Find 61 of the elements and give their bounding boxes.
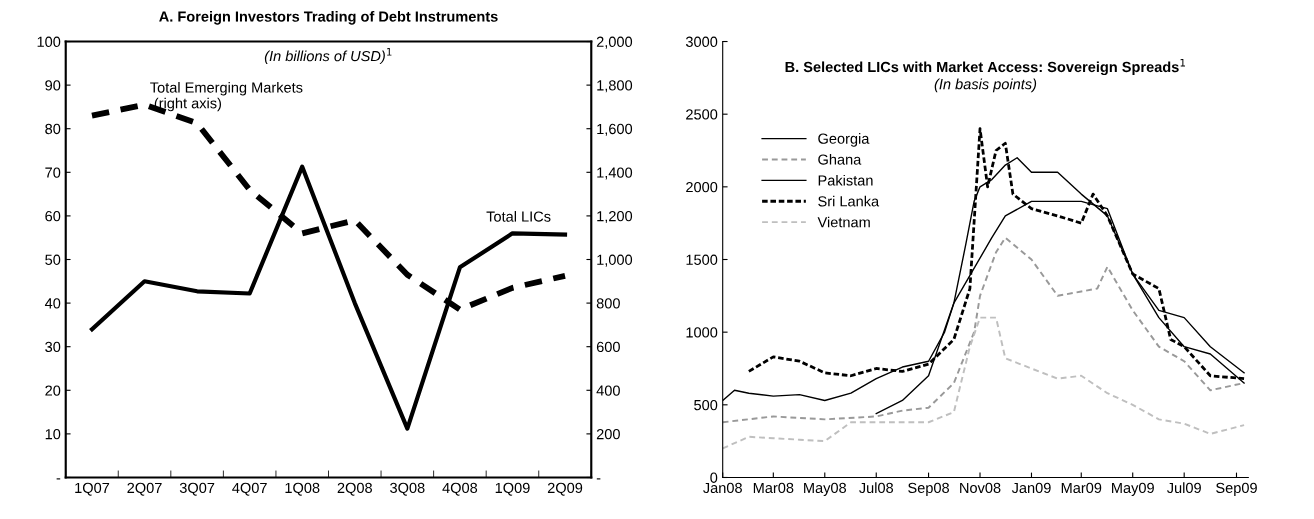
x-tick-label: 3Q07 [179,482,215,496]
y-tick-label: 1500 [686,254,718,265]
x-tick-label: Jul08 [859,482,894,494]
y-tick-label: 40 [44,298,61,309]
text: B. Selected LICs with Market Access: Sovereign Spreads$^{1}$ [785,58,1186,76]
line-series [722,316,1246,450]
x-tick-label: Nov08 [960,482,1001,494]
x-tick-label: Jan08 [703,482,742,494]
y2-tick-label: 1,800 [597,80,633,93]
y2-tick-label: 1,200 [597,211,633,224]
x-tick-label: 2Q07 [127,482,162,496]
y-tick-label: 80 [45,123,61,135]
y2-tick-label: 600 [596,341,620,353]
legend-label: Sri Lanka [818,195,880,207]
y2-tick-label: 1,000 [597,254,633,267]
y-tick-label: 60 [45,211,61,222]
x-tick-label: Mar08 [753,482,794,494]
x-tick-label: May08 [804,482,847,496]
x-tick-label: Mar09 [1061,482,1102,494]
y2-tick-label: 2,000 [596,36,633,49]
series-label: Total LICs [486,211,551,222]
x-tick-label: May09 [1112,482,1154,496]
x-tick-label: 4Q07 [232,482,267,496]
chart-title: A. Foreign Investors Trading of Debt Instruments [159,11,498,25]
x-tick-label: Jan09 [1011,482,1051,494]
y-tick-label: 1000 [686,327,718,338]
x-tick-label: Sep09 [1216,482,1257,496]
y2-tick-label: 1,400 [597,167,633,180]
y2-tick-label: 1,600 [597,123,633,136]
y-tick-label: 10 [45,428,61,440]
y-tick-label: 50 [45,254,61,265]
y-tick-label: 90 [45,80,61,91]
y-tick-label: 2000 [686,181,718,193]
y2-tick-label: 800 [596,298,620,309]
y-tick-label: 500 [694,399,718,411]
y-tick-label: 20 [45,385,61,396]
y2-tick-label: 200 [596,428,620,440]
y-tick-label: - [56,478,61,480]
legend-label: Ghana [818,154,862,165]
x-tick-label: Sep08 [908,482,949,496]
x-tick-label: 3Q08 [390,482,425,496]
y2-tick-label: - [596,478,601,480]
x-tick-label: Jul09 [1166,482,1201,494]
y2-tick-label: 400 [596,385,620,396]
y-tick-label: 30 [45,341,61,353]
y-tick-label: 70 [45,167,61,178]
x-tick-label: 1Q08 [285,482,320,496]
y-tick-label: 100 [37,36,61,47]
x-tick-label: 1Q09 [495,482,530,496]
y-tick-label: 3000 [685,36,718,47]
legend-label: Vietnam [817,216,870,228]
x-tick-label: 4Q08 [442,482,478,496]
x-tick-label: 1Q07 [75,482,110,496]
x-tick-label: 2Q08 [337,482,372,496]
legend-label: Pakistan [818,174,873,186]
text: (In basis points) [934,78,1037,93]
legend-label: Georgia [818,133,870,147]
y-tick-label: 0 [710,472,718,483]
x-tick-label: 2Q09 [547,482,583,496]
chart-subtitle: (In billions of USD)$^{1}$ [264,48,392,65]
y-tick-label: 2500 [686,109,718,120]
